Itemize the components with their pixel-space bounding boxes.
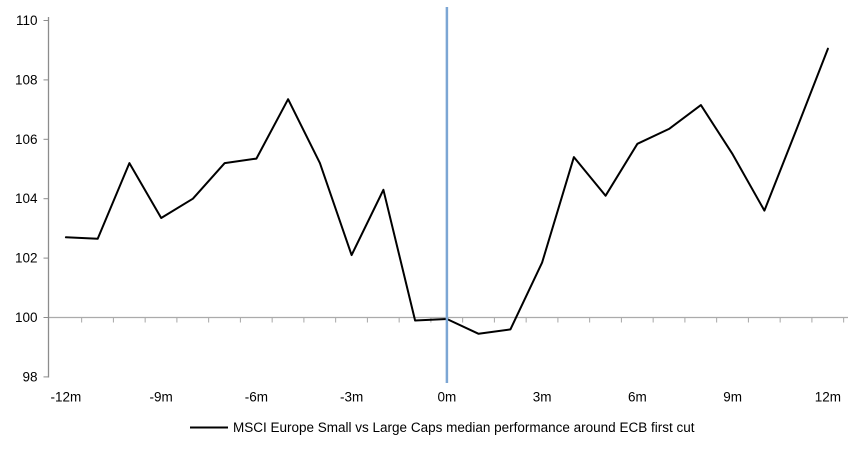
y-tick-label: 104 — [15, 191, 38, 206]
y-tick-label: 98 — [22, 369, 37, 384]
axes-layer: 98 100 102 104 106 108 110 -12m -9m -6m -3m 0m 3m 6m 9… — [15, 13, 848, 405]
y-tick-label: 110 — [16, 13, 38, 28]
y-tick-label: 108 — [15, 72, 38, 87]
x-tick-label: 3m — [533, 390, 552, 405]
y-tick-label: 102 — [15, 251, 38, 266]
x-tick-label: 0m — [438, 390, 457, 405]
x-tick-label: -12m — [51, 390, 82, 405]
x-tick-label: -9m — [150, 390, 173, 405]
x-tick-label: 6m — [628, 390, 647, 405]
legend-label: MSCI Europe Small vs Large Caps median p… — [233, 420, 695, 435]
x-tick-label: -3m — [340, 390, 363, 405]
x-tick-label: -6m — [245, 390, 268, 405]
x-tick-label: 9m — [723, 390, 742, 405]
y-tick-label: 106 — [15, 132, 38, 147]
x-tick-label: 12m — [815, 390, 841, 405]
y-tick-label: 100 — [15, 310, 38, 325]
legend: MSCI Europe Small vs Large Caps median p… — [190, 420, 695, 435]
